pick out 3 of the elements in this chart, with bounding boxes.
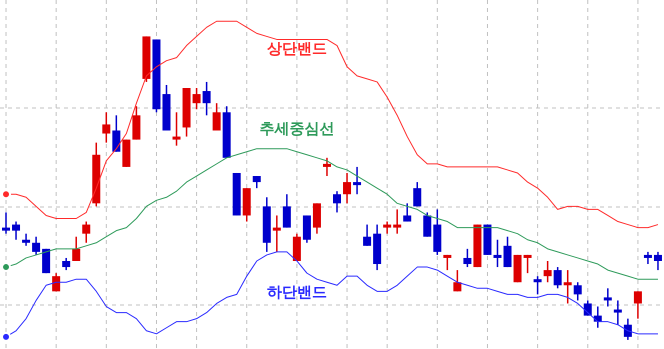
series-label: 하단밴드 [266,282,327,301]
series-label: 추세중심선 [259,120,334,138]
series-label: 상단밴드 [266,39,327,58]
